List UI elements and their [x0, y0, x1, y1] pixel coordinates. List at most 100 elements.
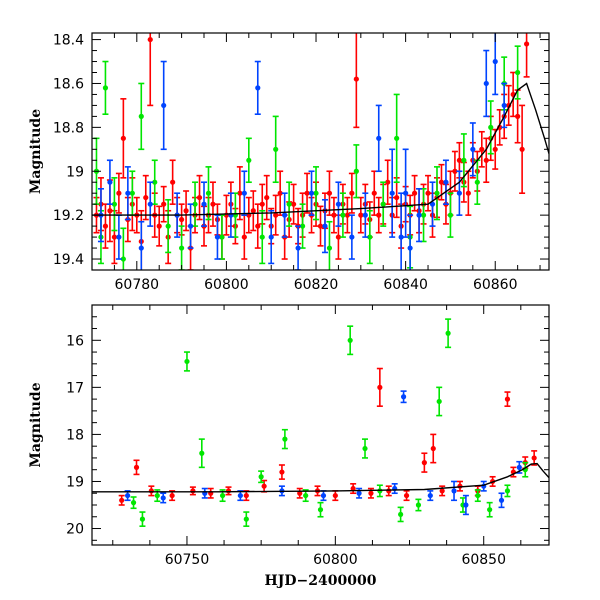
data-point: [281, 428, 288, 450]
data-point: [456, 170, 463, 216]
y-tick-label: 19: [66, 164, 84, 180]
data-point: [225, 486, 232, 496]
series-0: [118, 367, 538, 506]
data-point: [243, 511, 250, 527]
data-point: [483, 49, 490, 118]
data-point: [124, 166, 131, 221]
y-tick-label: 20: [66, 522, 84, 538]
data-point: [480, 480, 487, 492]
y-tick-label: 19: [66, 474, 84, 490]
data-point: [120, 98, 127, 179]
data-point: [427, 490, 434, 502]
data-point: [376, 367, 383, 407]
data-point: [531, 450, 538, 466]
data-point: [519, 104, 526, 194]
data-point: [201, 181, 208, 227]
data-point: [254, 203, 261, 249]
series-2: [124, 390, 523, 516]
data-point: [198, 438, 205, 469]
data-point: [317, 205, 324, 247]
data-point: [106, 159, 113, 205]
data-point: [156, 205, 163, 247]
data-point: [320, 490, 327, 502]
y-tick-label: 16: [66, 333, 84, 349]
data-point: [111, 177, 118, 232]
data-point: [397, 506, 404, 523]
data-point: [385, 485, 392, 497]
data-point: [160, 60, 167, 151]
y-tick-label: 17: [66, 380, 84, 396]
data-point: [451, 150, 458, 192]
data-point: [241, 214, 248, 260]
data-point: [439, 485, 446, 497]
data-point: [421, 452, 428, 473]
plot-area: [92, 33, 549, 270]
y-tick-label: 18.6: [53, 76, 84, 92]
data-point: [393, 93, 400, 184]
data-point: [362, 192, 369, 238]
data-point: [133, 459, 140, 476]
data-point: [353, 33, 360, 129]
data-point: [344, 196, 351, 234]
data-point: [183, 190, 190, 232]
data-point: [442, 159, 449, 205]
bottom-panel: 60750 60800 60850 16 17 18 19 20 Magnitude HJD−24…: [28, 304, 550, 589]
data-point: [498, 492, 505, 509]
data-point: [353, 144, 360, 199]
data-point: [375, 104, 382, 173]
data-point: [447, 192, 454, 238]
data-point: [478, 130, 485, 168]
data-point: [304, 172, 311, 214]
data-point: [335, 181, 342, 227]
data-point: [474, 489, 481, 503]
data-point: [375, 196, 382, 234]
data-point: [281, 192, 288, 238]
y-tick-label: 18: [66, 427, 84, 443]
data-point: [296, 487, 303, 499]
x-tick-label: 60850: [461, 552, 506, 568]
data-point: [139, 511, 146, 527]
data-point: [223, 194, 230, 236]
data-point: [393, 177, 400, 219]
data-point: [259, 209, 266, 265]
data-point: [148, 485, 155, 497]
data-point: [402, 148, 409, 238]
data-point: [366, 209, 373, 265]
data-point: [326, 170, 333, 216]
data-point: [165, 198, 172, 254]
data-point: [407, 214, 414, 270]
data-point: [348, 214, 355, 260]
data-point: [317, 501, 324, 518]
data-point: [445, 318, 452, 349]
data-point: [403, 490, 410, 502]
data-point: [465, 170, 472, 216]
data-point: [295, 225, 302, 270]
data-point: [321, 198, 328, 254]
data-point: [151, 159, 158, 205]
plot-frame: [91, 32, 550, 271]
y-axis-label: Magnitude: [28, 382, 44, 467]
data-point: [118, 494, 125, 506]
data-point: [380, 181, 387, 227]
series-2: [97, 33, 508, 270]
data-point: [436, 386, 443, 417]
x-tick-label: 60860: [473, 277, 518, 293]
data-point: [115, 172, 122, 214]
data-point: [350, 483, 357, 495]
data-point: [347, 325, 354, 356]
y-tick-label: 18.8: [53, 120, 84, 136]
x-tick-label: 60820: [294, 277, 339, 293]
data-point: [332, 490, 339, 502]
data-point: [486, 501, 493, 518]
x-tick-label: 60780: [115, 277, 160, 293]
data-point: [183, 351, 190, 372]
data-point: [429, 181, 436, 227]
data-point: [187, 203, 194, 249]
plot-area: [92, 318, 549, 527]
x-tick-label: 60840: [383, 277, 428, 293]
data-point: [214, 214, 221, 260]
data-point: [178, 225, 185, 270]
data-point: [102, 60, 109, 115]
data-point: [504, 484, 511, 498]
